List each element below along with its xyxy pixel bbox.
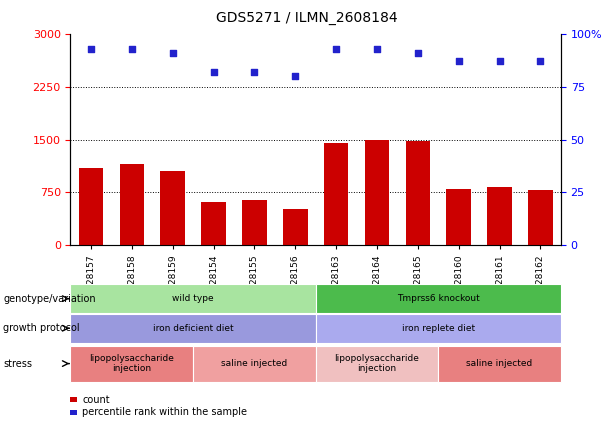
- Point: [291, 73, 300, 80]
- Bar: [242, 200, 267, 245]
- Bar: [161, 171, 185, 245]
- Bar: [365, 140, 389, 245]
- Bar: [120, 164, 144, 245]
- Text: iron replete diet: iron replete diet: [402, 324, 475, 333]
- Point: [413, 49, 423, 56]
- Point: [331, 45, 341, 52]
- Point: [249, 69, 259, 75]
- Point: [536, 58, 546, 65]
- Bar: [324, 143, 348, 245]
- Bar: [201, 202, 226, 245]
- Text: saline injected: saline injected: [466, 359, 533, 368]
- Bar: [487, 187, 512, 245]
- Text: lipopolysaccharide
injection: lipopolysaccharide injection: [89, 354, 174, 373]
- Text: stress: stress: [3, 359, 32, 368]
- Text: growth protocol: growth protocol: [3, 323, 80, 333]
- Text: lipopolysaccharide
injection: lipopolysaccharide injection: [335, 354, 419, 373]
- Text: genotype/variation: genotype/variation: [3, 294, 96, 304]
- Text: percentile rank within the sample: percentile rank within the sample: [82, 407, 247, 418]
- Text: iron deficient diet: iron deficient diet: [153, 324, 234, 333]
- Point: [208, 69, 218, 75]
- Bar: [78, 168, 103, 245]
- Point: [454, 58, 463, 65]
- Point: [168, 49, 178, 56]
- Text: saline injected: saline injected: [221, 359, 287, 368]
- Bar: [283, 209, 308, 245]
- Text: GDS5271 / ILMN_2608184: GDS5271 / ILMN_2608184: [216, 11, 397, 25]
- Text: count: count: [82, 395, 110, 405]
- Bar: [528, 190, 553, 245]
- Bar: [406, 141, 430, 245]
- Point: [495, 58, 504, 65]
- Point: [86, 45, 96, 52]
- Point: [127, 45, 137, 52]
- Bar: [446, 189, 471, 245]
- Point: [372, 45, 382, 52]
- Text: wild type: wild type: [172, 294, 214, 303]
- Text: Tmprss6 knockout: Tmprss6 knockout: [397, 294, 479, 303]
